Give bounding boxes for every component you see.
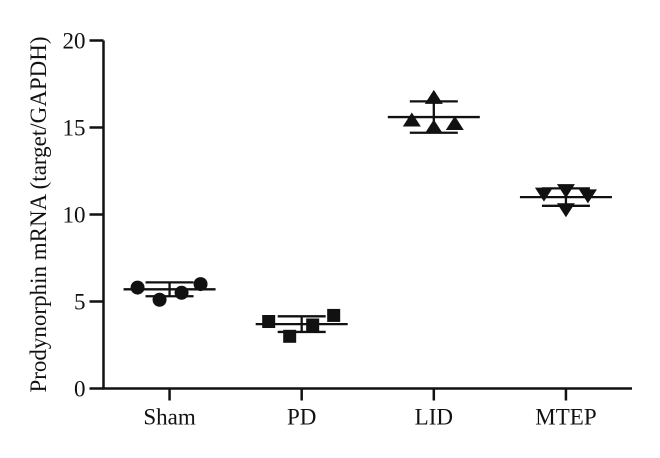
data-point-circle — [152, 292, 167, 307]
data-point-circle — [130, 280, 145, 295]
x-category-label: Sham — [143, 405, 196, 430]
data-point-triangle-down — [578, 189, 597, 204]
data-point-triangle-up — [402, 112, 421, 127]
group-lid: LID — [387, 89, 480, 430]
data-point-circle — [174, 285, 189, 300]
y-tick-label: 10 — [63, 203, 86, 228]
data-point-triangle-down — [556, 203, 575, 218]
x-category-label: LID — [415, 405, 453, 430]
data-point-triangle-down — [556, 184, 575, 199]
data-point-triangle-down — [534, 187, 553, 202]
data-point-square — [283, 329, 297, 343]
data-point-circle — [193, 277, 208, 292]
data-point-square — [262, 315, 276, 329]
group-pd: PD — [255, 308, 348, 430]
x-category-label: PD — [287, 405, 316, 430]
group-mtep: MTEP — [519, 184, 612, 430]
x-category-label: MTEP — [535, 405, 596, 430]
data-point-square — [327, 308, 341, 322]
y-tick-label: 20 — [63, 29, 86, 54]
y-tick-label: 5 — [74, 290, 86, 315]
y-axis-title: Prodynorphin mRNA (target/GAPDH) — [26, 36, 51, 392]
group-sham: Sham — [123, 277, 216, 430]
y-tick-label: 15 — [63, 116, 86, 141]
data-point-triangle-up — [424, 89, 443, 104]
data-point-triangle-up — [445, 116, 464, 131]
y-tick-label: 0 — [74, 377, 86, 402]
data-point-triangle-up — [424, 119, 443, 134]
data-point-square — [306, 318, 320, 332]
